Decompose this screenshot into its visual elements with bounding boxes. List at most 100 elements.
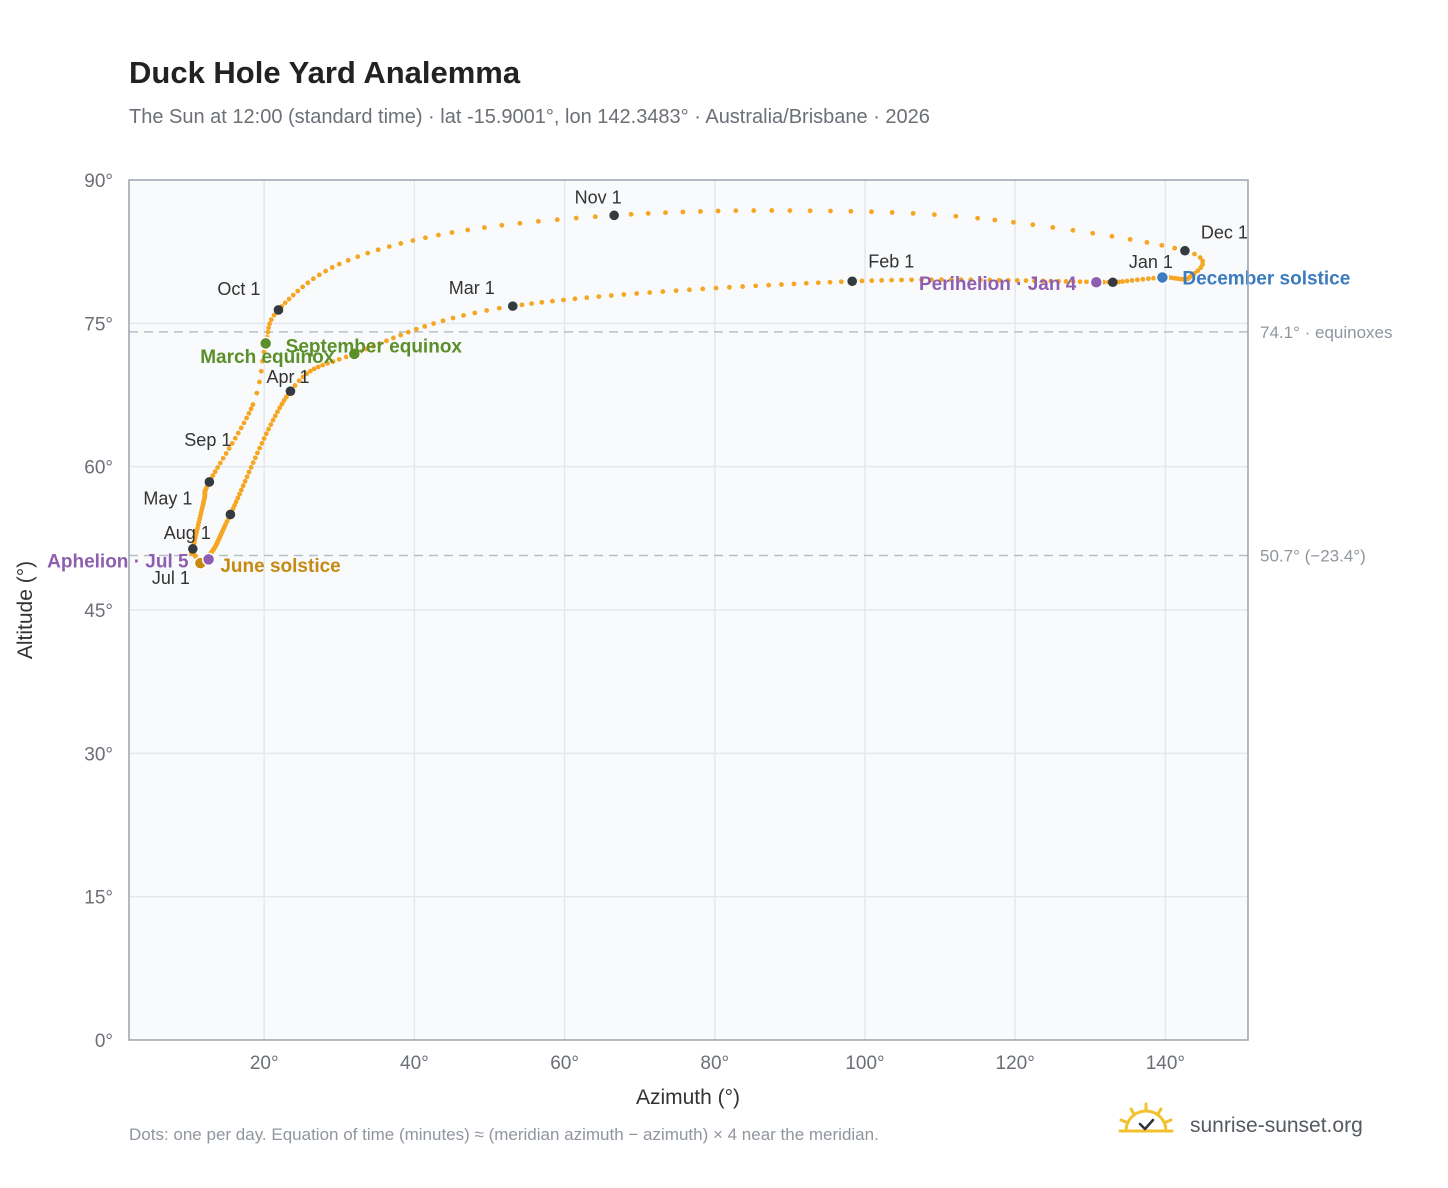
y-tick-label: 30° xyxy=(84,744,113,765)
day-dot xyxy=(386,244,392,249)
day-dot xyxy=(1197,255,1203,260)
day-dot xyxy=(375,247,381,253)
y-tick-label: 60° xyxy=(84,458,113,479)
day-dot xyxy=(726,284,732,290)
day-dot xyxy=(267,321,273,327)
day-dot xyxy=(628,211,634,217)
day-dot xyxy=(316,272,322,278)
day-dot xyxy=(436,232,441,238)
day-dot xyxy=(365,250,371,256)
day-dot xyxy=(472,310,478,316)
day-dot xyxy=(405,329,411,335)
day-dot xyxy=(232,435,238,441)
month-label: Oct 1 xyxy=(217,279,260,299)
day-dot xyxy=(238,425,244,431)
day-dot xyxy=(364,346,370,352)
day-dot xyxy=(250,402,256,407)
event-label: March equinox xyxy=(200,347,335,368)
day-dot xyxy=(889,277,894,283)
day-dot xyxy=(450,315,456,321)
day-dot xyxy=(529,301,535,306)
day-dot xyxy=(1032,278,1037,284)
day-dot xyxy=(958,277,964,283)
day-dot xyxy=(1124,278,1130,284)
day-dot xyxy=(673,288,679,294)
month-marker xyxy=(285,386,296,396)
day-dot xyxy=(271,312,277,318)
day-dot xyxy=(266,426,271,432)
day-dot xyxy=(634,291,640,296)
day-dot xyxy=(968,277,974,283)
y-axis-label: Altitude (°) xyxy=(14,561,37,659)
day-dot xyxy=(539,299,545,305)
day-dot xyxy=(277,405,283,411)
day-dot xyxy=(987,277,993,283)
day-dot xyxy=(282,300,288,306)
day-dot xyxy=(304,371,310,377)
month-marker xyxy=(609,210,619,221)
day-dot xyxy=(1011,219,1016,225)
day-dot xyxy=(241,420,247,426)
day-dot xyxy=(246,410,252,416)
day-dot xyxy=(260,358,265,364)
day-dot xyxy=(398,241,404,246)
day-dot xyxy=(939,277,944,283)
day-dot xyxy=(244,415,249,421)
day-dot xyxy=(1070,227,1076,233)
day-dot xyxy=(1090,230,1096,236)
day-dot xyxy=(252,455,258,461)
day-dot xyxy=(1192,251,1197,257)
day-dot xyxy=(422,323,428,329)
month-label: Sep 1 xyxy=(184,430,231,450)
day-dot xyxy=(305,280,311,286)
day-dot xyxy=(1151,275,1156,281)
month-label: Jan 1 xyxy=(1129,252,1173,272)
day-dot xyxy=(848,208,854,214)
day-dot xyxy=(1077,279,1083,285)
day-dot xyxy=(996,277,1002,283)
day-dot xyxy=(787,208,793,213)
day-dot xyxy=(315,364,321,370)
day-dot xyxy=(286,296,292,302)
day-dot xyxy=(320,362,326,368)
day-dot xyxy=(713,285,719,291)
day-dot xyxy=(329,265,335,270)
day-dot xyxy=(1135,277,1140,283)
day-dot xyxy=(869,278,875,284)
x-tick-label: 80° xyxy=(700,1053,729,1074)
day-dot xyxy=(263,431,269,437)
y-tick-label: 45° xyxy=(84,601,113,622)
day-dot xyxy=(584,295,590,301)
chart-title: Duck Hole Yard Analemma xyxy=(129,55,521,90)
month-marker xyxy=(1108,277,1118,288)
day-dot xyxy=(275,409,280,415)
day-dot xyxy=(740,284,745,289)
day-dot xyxy=(1005,277,1011,283)
day-dot xyxy=(496,305,502,311)
reference-lines: 74.1° · equinoxes 50.7° (−23.4°) xyxy=(129,323,1393,566)
day-dot xyxy=(753,283,759,289)
day-dot xyxy=(377,341,383,346)
day-dot xyxy=(828,208,833,214)
day-dot xyxy=(413,326,419,332)
day-dot xyxy=(431,321,437,326)
day-dot xyxy=(1023,278,1029,283)
month-marker xyxy=(204,477,215,487)
month-marker xyxy=(188,544,198,554)
day-dot xyxy=(255,450,260,456)
day-dot xyxy=(499,222,505,228)
day-dot xyxy=(554,217,560,223)
day-dot xyxy=(899,277,904,283)
day-dot xyxy=(1140,276,1146,282)
day-dot xyxy=(889,210,895,215)
plot-frame xyxy=(128,179,1249,1041)
x-axis-label: Azimuth (°) xyxy=(636,1086,740,1109)
day-dot xyxy=(310,276,316,282)
day-dot xyxy=(449,230,455,235)
x-tick-label: 20° xyxy=(250,1053,279,1074)
day-dot xyxy=(325,360,330,366)
footer-note: Dots: one per day. Equation of time (min… xyxy=(129,1125,879,1144)
day-dot xyxy=(261,436,267,441)
day-dot xyxy=(345,257,351,263)
day-dot xyxy=(290,292,296,298)
